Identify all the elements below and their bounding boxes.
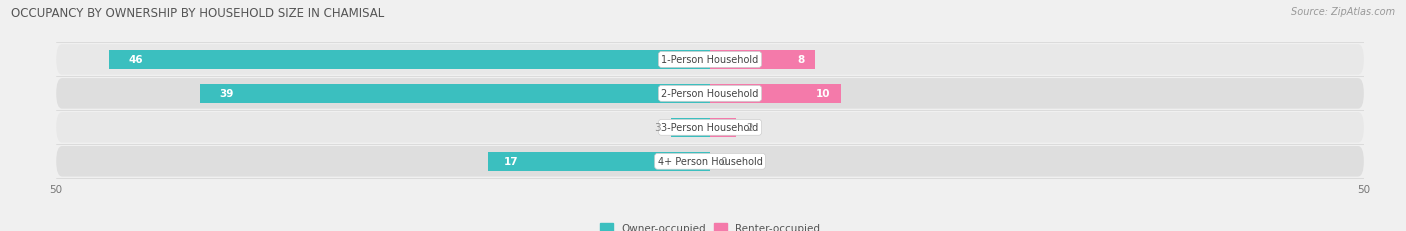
Bar [488,152,710,171]
Text: 3: 3 [654,123,661,133]
Text: 3-Person Household: 3-Person Household [661,123,759,133]
Text: 0: 0 [720,157,727,167]
Text: 2: 2 [747,123,754,133]
Text: 39: 39 [219,89,233,99]
Text: 46: 46 [128,55,143,65]
Bar [710,85,841,103]
FancyBboxPatch shape [56,45,1364,75]
Text: 4+ Person Household: 4+ Person Household [658,157,762,167]
Bar [108,51,710,70]
FancyBboxPatch shape [56,79,1364,109]
Text: 2-Person Household: 2-Person Household [661,89,759,99]
Text: OCCUPANCY BY OWNERSHIP BY HOUSEHOLD SIZE IN CHAMISAL: OCCUPANCY BY OWNERSHIP BY HOUSEHOLD SIZE… [11,7,384,20]
FancyBboxPatch shape [56,146,1364,177]
Legend: Owner-occupied, Renter-occupied: Owner-occupied, Renter-occupied [596,219,824,231]
Bar [710,119,737,137]
Bar [200,85,710,103]
FancyBboxPatch shape [56,112,1364,143]
Bar [671,119,710,137]
Text: Source: ZipAtlas.com: Source: ZipAtlas.com [1291,7,1395,17]
Text: 1-Person Household: 1-Person Household [661,55,759,65]
Bar [710,51,814,70]
Text: 10: 10 [815,89,831,99]
Text: 17: 17 [503,157,517,167]
Text: 8: 8 [797,55,804,65]
